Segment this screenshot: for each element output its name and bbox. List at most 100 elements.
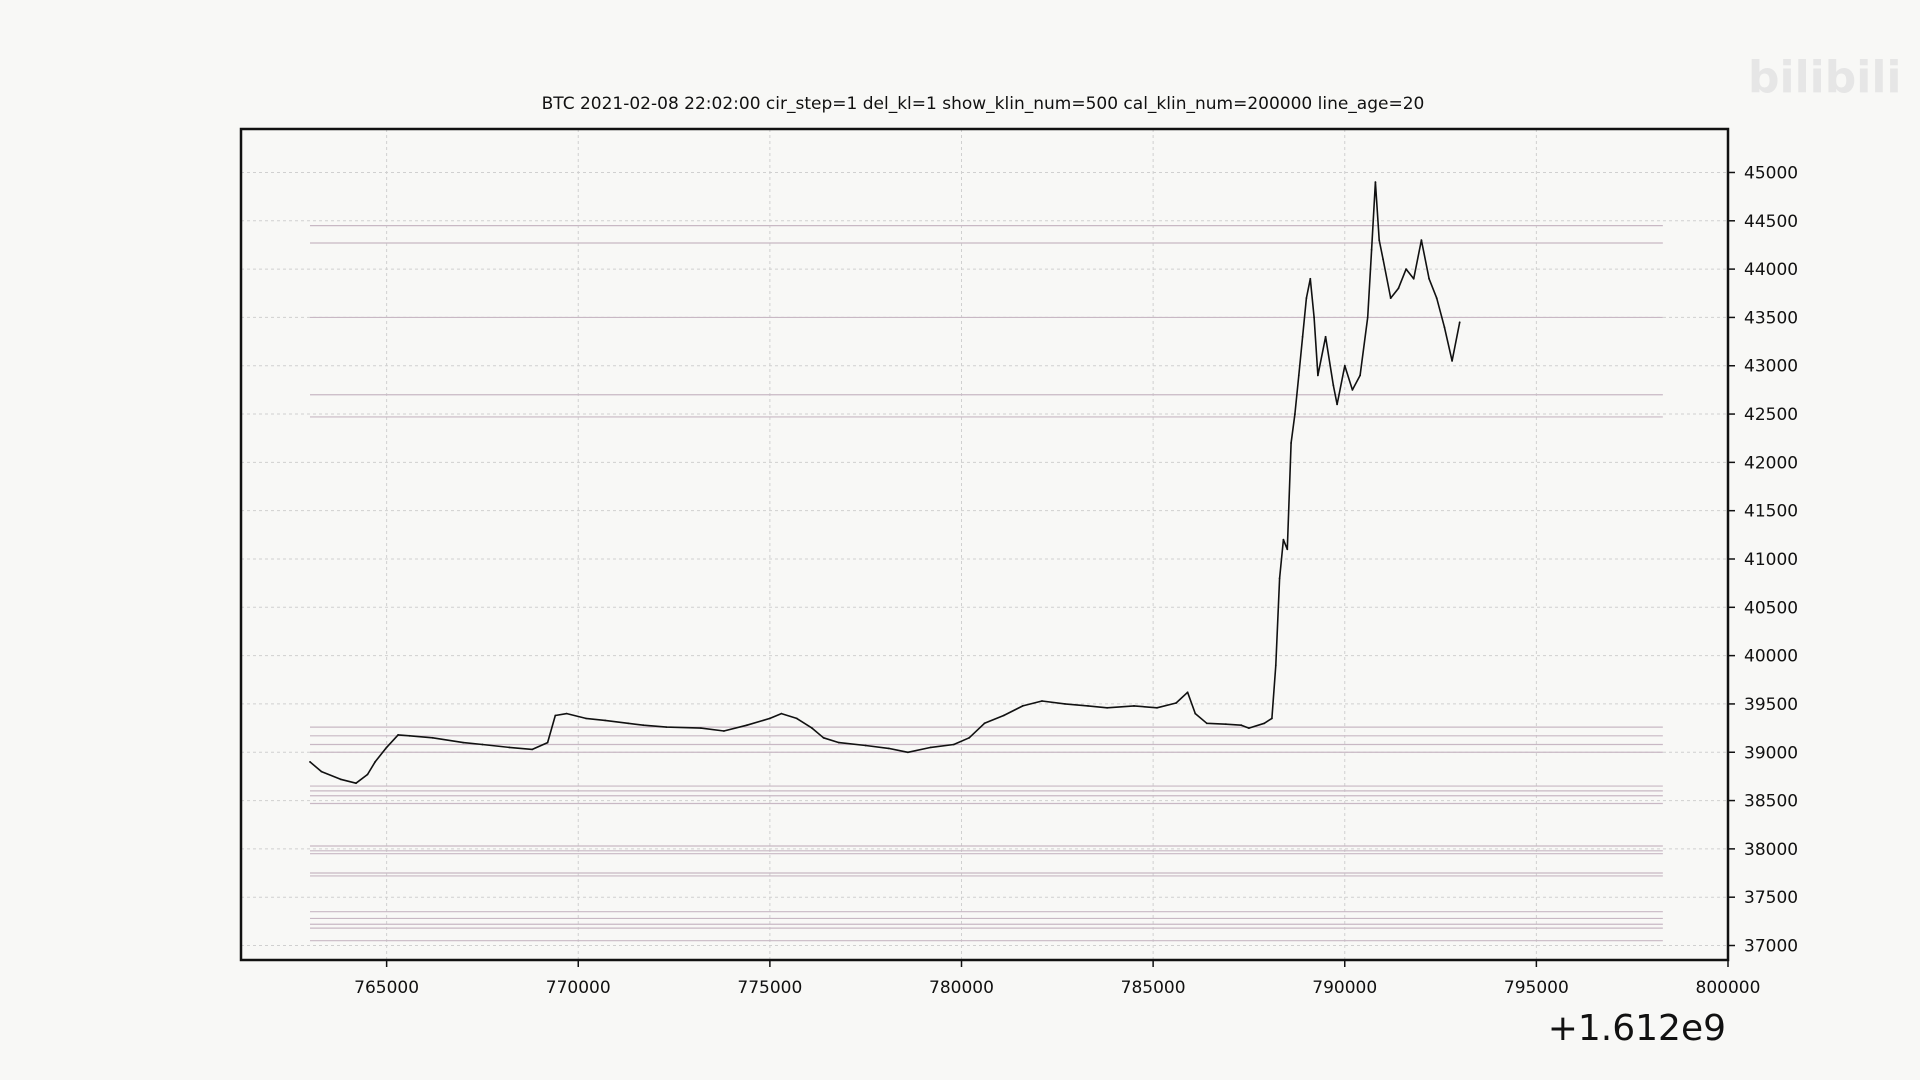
price-point xyxy=(887,747,890,750)
price-point xyxy=(642,724,645,727)
chart-title: BTC 2021-02-08 22:02:00 cir_step=1 del_k… xyxy=(542,94,1425,114)
y-tick-label: 43500 xyxy=(1744,308,1798,328)
price-point xyxy=(366,773,369,776)
price-point xyxy=(1336,403,1338,406)
price-point xyxy=(1382,258,1384,261)
price-point xyxy=(1420,239,1423,242)
y-tick-label: 45000 xyxy=(1744,163,1798,183)
price-point xyxy=(968,736,971,739)
price-point xyxy=(780,712,783,715)
price-point xyxy=(339,778,342,781)
price-point xyxy=(1175,702,1177,704)
price-point xyxy=(554,714,557,717)
price-point xyxy=(665,726,668,728)
price-point xyxy=(355,782,357,785)
price-point xyxy=(1278,577,1281,580)
price-point xyxy=(1186,691,1189,694)
price-point xyxy=(1205,722,1208,725)
price-point xyxy=(1240,724,1243,727)
y-tick-label: 44000 xyxy=(1744,260,1798,280)
y-tick-label: 39000 xyxy=(1744,743,1798,763)
price-point xyxy=(1370,248,1373,251)
price-point xyxy=(431,736,434,739)
x-tick-label: 780000 xyxy=(929,978,994,998)
y-tick-label: 40000 xyxy=(1744,647,1798,667)
price-point xyxy=(1263,722,1266,725)
price-line xyxy=(309,181,1461,785)
price-point xyxy=(309,761,311,763)
price-point xyxy=(531,748,534,751)
price-point xyxy=(1087,705,1089,707)
price-point xyxy=(1412,277,1415,280)
price-point xyxy=(1194,712,1197,715)
price-point xyxy=(1309,277,1312,280)
y-tick-label: 38000 xyxy=(1744,840,1798,860)
price-point xyxy=(746,724,748,727)
x-tick-label: 785000 xyxy=(1121,978,1186,998)
price-point xyxy=(1156,706,1158,709)
price-point xyxy=(508,746,511,749)
price-point xyxy=(1343,364,1346,367)
price-point xyxy=(1324,335,1327,338)
price-point xyxy=(408,734,411,737)
y-axis: 37000 37500 38000 38500 39000 39500 40000 40500… xyxy=(1728,163,1798,957)
x-tick-label: 775000 xyxy=(737,978,802,998)
price-point xyxy=(1064,703,1066,705)
price-point xyxy=(481,743,484,746)
grid-lines xyxy=(241,129,1729,960)
price-point xyxy=(565,712,568,715)
x-tick-label: 790000 xyxy=(1312,978,1377,998)
y-tick-label: 43000 xyxy=(1744,357,1798,377)
x-axis: 765000 770000 775000 780000 785000 790000 7950… xyxy=(354,960,1760,998)
price-point xyxy=(1458,321,1461,324)
price-point xyxy=(1286,548,1289,551)
watermark: bilibili xyxy=(1748,52,1901,103)
price-point xyxy=(1405,268,1407,270)
y-tick-label: 38500 xyxy=(1744,792,1798,812)
price-point xyxy=(627,722,629,725)
price-point xyxy=(769,717,771,720)
price-point xyxy=(1313,316,1315,319)
price-point xyxy=(320,770,323,773)
price-point xyxy=(700,727,702,729)
price-point xyxy=(795,717,798,720)
price-point xyxy=(1389,297,1392,299)
y-tick-label: 42000 xyxy=(1744,453,1798,473)
price-point xyxy=(1359,374,1361,377)
price-point xyxy=(1378,239,1381,242)
y-tick-label: 41500 xyxy=(1744,502,1798,522)
plot-frame xyxy=(239,127,1730,962)
price-point xyxy=(1351,389,1354,391)
price-point xyxy=(907,751,909,754)
price-point xyxy=(462,741,465,744)
price-point xyxy=(1374,181,1377,184)
price-point xyxy=(1297,374,1300,377)
price-point xyxy=(929,746,932,749)
price-point xyxy=(1301,335,1304,338)
price-point xyxy=(723,730,725,732)
level-lines xyxy=(309,225,1663,942)
price-point xyxy=(397,734,399,736)
price-series xyxy=(309,181,1461,785)
price-point xyxy=(1248,727,1250,729)
price-point xyxy=(1282,538,1285,541)
price-point xyxy=(1133,705,1135,707)
price-point xyxy=(983,722,986,725)
price-point xyxy=(1451,360,1453,362)
x-offset-label: +1.612e9 xyxy=(1548,1008,1726,1049)
price-point xyxy=(1332,384,1335,386)
y-tick-label: 37000 xyxy=(1744,937,1798,957)
y-tick-label: 44500 xyxy=(1744,212,1798,232)
price-point xyxy=(546,741,549,744)
y-tick-label: 41000 xyxy=(1744,550,1798,570)
x-tick-label: 765000 xyxy=(354,978,419,998)
price-point xyxy=(838,741,840,744)
price-point xyxy=(1305,297,1308,299)
price-point xyxy=(952,743,955,746)
price-point xyxy=(1002,714,1005,717)
price-point xyxy=(1443,326,1446,328)
y-tick-label: 39500 xyxy=(1744,695,1798,715)
price-point xyxy=(1428,277,1430,280)
y-tick-label: 40500 xyxy=(1744,598,1798,618)
